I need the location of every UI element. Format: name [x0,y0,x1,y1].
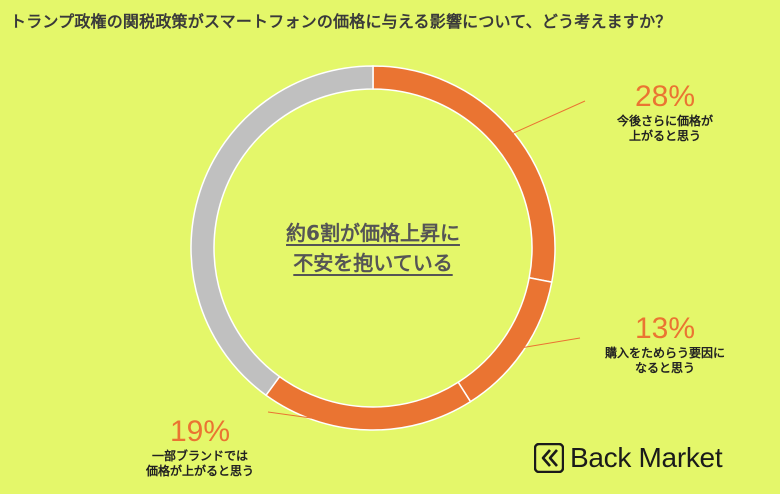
leader-line-2 [267,411,368,427]
slice-label-2: 19% 一部ブランドでは 価格が上がると思う [120,415,280,479]
slice-label-line: 上がると思う [628,129,701,143]
slice-value-label: 19% [169,415,231,448]
slice-label-line: なると思う [634,361,695,375]
slice-value-label: 13% [634,312,696,345]
slice-label-1: 13% 購入をためらう要因に なると思う [580,312,750,376]
slice-label-line: 価格が上がると思う [145,464,254,478]
slice-label-0: 28% 今後さらに価格が 上がると思う [590,80,740,144]
center-annotation: 約6割が価格上昇に 不安を抱いている [232,218,514,278]
slice-label-line: 一部ブランドでは [151,449,248,463]
center-line-2: 不安を抱いている [293,251,453,275]
brand-name: Back Market [570,442,723,473]
leader-line-0 [509,100,586,135]
center-line-1: 約6割が価格上昇に [286,221,460,245]
slice-label-line: 今後さらに価格が [616,114,713,128]
chart-title: トランプ政権の関税政策がスマートフォンの価格に与える影響について、どう考えますか… [10,12,672,31]
slice-value-label: 28% [634,80,696,113]
donut-slice-1 [457,276,553,403]
brand-logo: Back Market [534,442,723,473]
slice-label-line: 購入をためらう要因に [604,346,725,360]
donut-slice-2 [264,375,472,431]
donut-slice-3 [190,65,374,397]
back-market-icon [534,443,564,473]
leader-line-1 [520,337,581,349]
